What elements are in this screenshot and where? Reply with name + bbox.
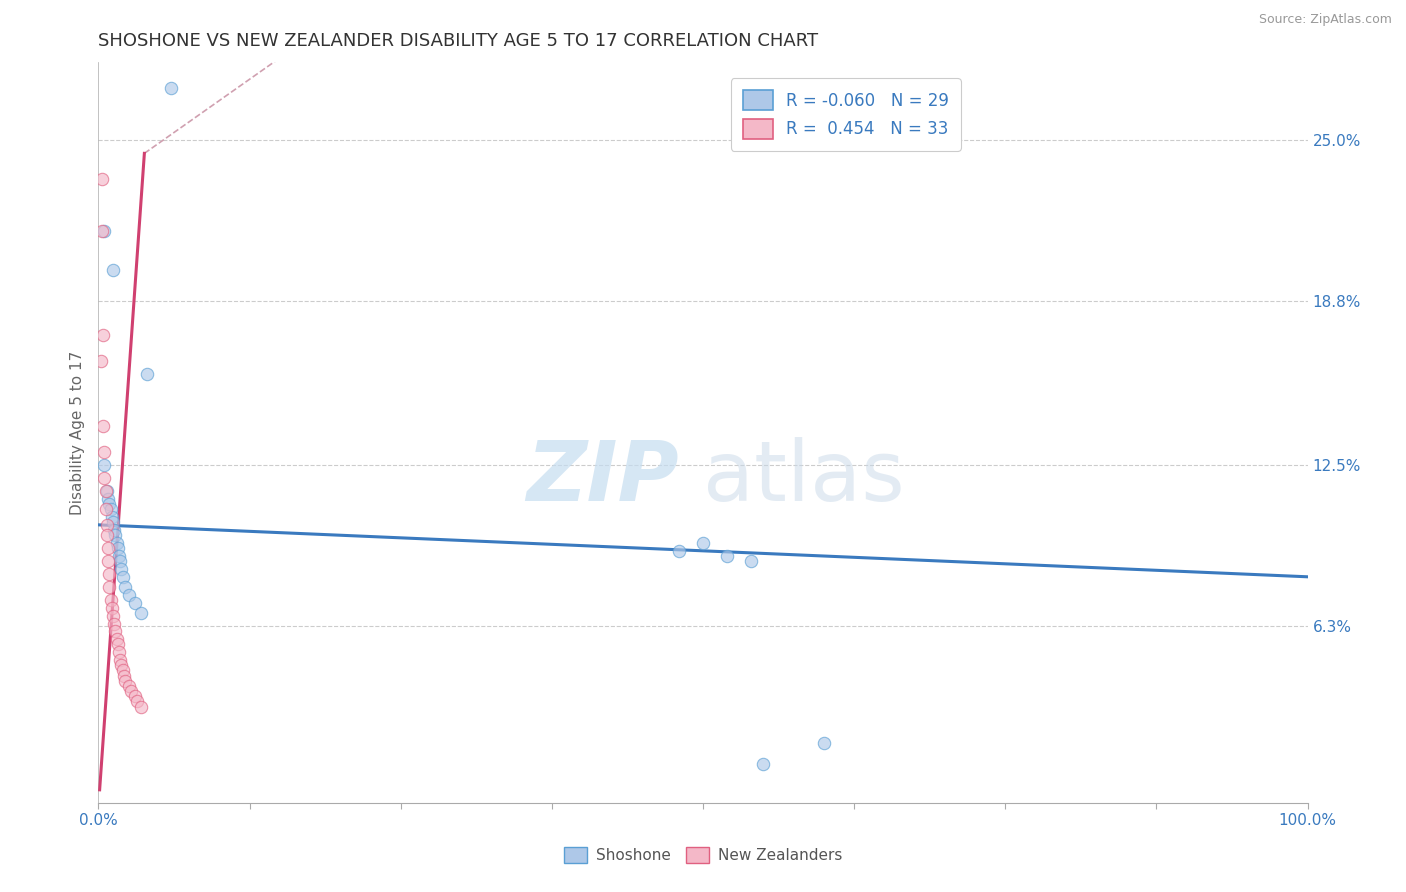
- Point: [120, 684, 142, 698]
- Point: [103, 523, 125, 537]
- Point: [101, 515, 124, 529]
- Text: Source: ZipAtlas.com: Source: ZipAtlas.com: [1258, 13, 1392, 27]
- Point: [97, 541, 120, 556]
- Point: [91, 172, 114, 186]
- Point: [93, 224, 115, 238]
- Y-axis label: Disability Age 5 to 17: Disability Age 5 to 17: [69, 351, 84, 515]
- Point: [97, 554, 120, 568]
- Point: [111, 663, 134, 677]
- Point: [124, 690, 146, 704]
- Point: [129, 699, 152, 714]
- Point: [111, 570, 134, 584]
- Point: [91, 328, 114, 343]
- Point: [96, 528, 118, 542]
- Point: [813, 736, 835, 750]
- Legend: Shoshone, New Zealanders: Shoshone, New Zealanders: [558, 841, 848, 869]
- Point: [91, 419, 114, 434]
- Point: [740, 554, 762, 568]
- Point: [104, 528, 127, 542]
- Point: [98, 567, 121, 582]
- Point: [110, 562, 132, 576]
- Point: [716, 549, 738, 563]
- Point: [118, 588, 141, 602]
- Point: [108, 645, 131, 659]
- Point: [94, 484, 117, 499]
- Point: [108, 549, 131, 563]
- Point: [93, 471, 115, 485]
- Point: [127, 694, 149, 708]
- Point: [124, 596, 146, 610]
- Point: [108, 554, 131, 568]
- Point: [110, 658, 132, 673]
- Point: [107, 637, 129, 651]
- Point: [96, 517, 118, 532]
- Text: SHOSHONE VS NEW ZEALANDER DISABILITY AGE 5 TO 17 CORRELATION CHART: SHOSHONE VS NEW ZEALANDER DISABILITY AGE…: [98, 32, 818, 50]
- Point: [752, 756, 775, 771]
- Point: [160, 81, 183, 95]
- Point: [103, 616, 125, 631]
- Text: atlas: atlas: [703, 436, 904, 517]
- Point: [105, 632, 128, 647]
- Point: [94, 502, 117, 516]
- Point: [97, 491, 120, 506]
- Point: [114, 580, 136, 594]
- Point: [107, 541, 129, 556]
- Point: [129, 606, 152, 620]
- Point: [112, 668, 135, 682]
- Point: [93, 445, 115, 459]
- Point: [668, 544, 690, 558]
- Point: [100, 601, 122, 615]
- Point: [91, 224, 114, 238]
- Text: ZIP: ZIP: [526, 436, 679, 517]
- Point: [98, 580, 121, 594]
- Point: [101, 263, 124, 277]
- Point: [90, 354, 112, 368]
- Point: [100, 593, 122, 607]
- Point: [100, 502, 122, 516]
- Point: [118, 679, 141, 693]
- Point: [135, 367, 157, 381]
- Point: [101, 608, 124, 623]
- Point: [692, 536, 714, 550]
- Point: [100, 510, 122, 524]
- Point: [96, 484, 118, 499]
- Point: [93, 458, 115, 472]
- Point: [114, 673, 136, 688]
- Point: [98, 497, 121, 511]
- Point: [104, 624, 127, 639]
- Point: [108, 653, 131, 667]
- Point: [105, 536, 128, 550]
